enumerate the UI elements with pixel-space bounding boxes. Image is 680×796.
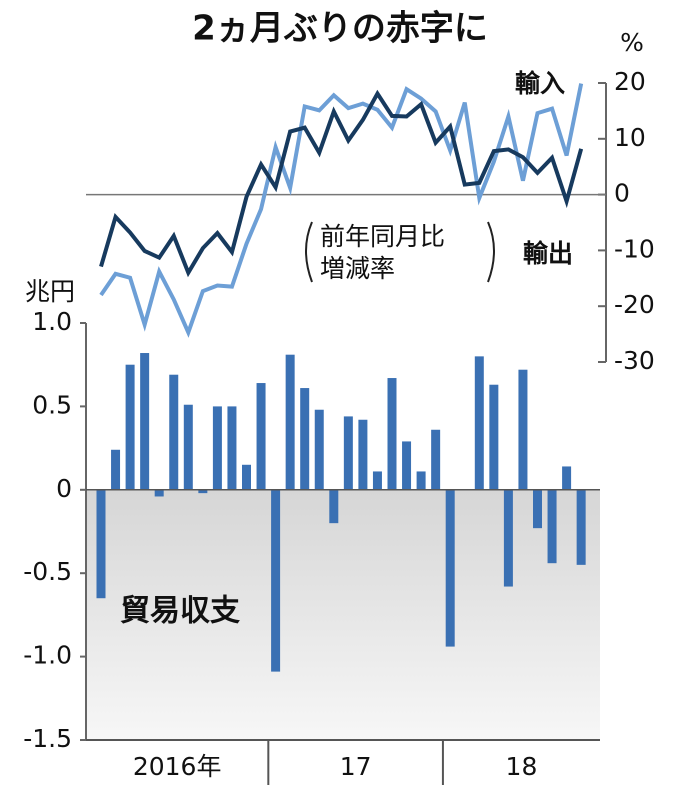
y-tick-label: 0: [56, 474, 72, 503]
paren-left: [305, 221, 313, 283]
bar: [242, 464, 251, 490]
y-tick-label: -1.5: [23, 724, 72, 753]
note: 増減率: [320, 254, 395, 283]
bar: [198, 489, 208, 494]
bar: [402, 441, 412, 490]
bar: [111, 449, 121, 490]
negative-area: [86, 490, 600, 740]
y-unit: 兆円: [25, 277, 75, 306]
bar: [387, 378, 397, 490]
bar: [503, 489, 513, 587]
y-tick-label: 1.0: [32, 307, 72, 336]
legend-label: 輸出: [523, 239, 573, 268]
x-group-label: 2016年: [133, 752, 222, 781]
bar: [489, 384, 499, 490]
bar: [96, 489, 106, 599]
y2-tick-label: -30: [614, 346, 655, 375]
legend-label: 輸入: [515, 69, 565, 98]
bar: [431, 429, 441, 490]
bar: [416, 471, 426, 490]
bar: [271, 489, 281, 672]
bar: [256, 383, 266, 490]
bar: [300, 388, 310, 490]
y-tick-label: -0.5: [23, 557, 72, 586]
note: 前年同月比: [320, 222, 445, 251]
bar: [533, 489, 542, 529]
bar: [285, 354, 295, 490]
bar: [227, 406, 237, 490]
bar: [474, 356, 484, 490]
x-group-label: 17: [340, 752, 372, 781]
bar: [372, 471, 382, 490]
bar: [576, 489, 586, 565]
bar: [445, 489, 455, 647]
bar: [562, 466, 572, 490]
bar: [343, 416, 353, 490]
bar: [212, 406, 222, 490]
bar-label: 貿易収支: [120, 594, 240, 629]
bar: [518, 369, 528, 490]
bar: [154, 489, 164, 497]
y2-unit: %: [620, 28, 644, 57]
bar: [547, 489, 557, 564]
y2-tick-label: 10: [614, 123, 646, 152]
y-tick-label: -1.0: [23, 641, 72, 670]
y-tick-label: 0.5: [32, 390, 72, 419]
y2-tick-label: 20: [614, 67, 646, 96]
chart-title: 2ヵ月ぶりの赤字に: [192, 9, 488, 49]
bar: [140, 353, 150, 490]
series-line: [99, 89, 584, 278]
bar: [169, 374, 179, 490]
y2-tick-label: 0: [614, 179, 630, 208]
bar: [314, 409, 324, 490]
series-line: [99, 83, 584, 338]
y2-tick-label: -20: [614, 290, 655, 319]
y2-tick-label: -10: [614, 234, 655, 263]
bar: [329, 489, 339, 524]
bar: [358, 419, 368, 490]
paren-right: [487, 221, 495, 283]
bar: [183, 404, 193, 490]
x-group-label: 18: [506, 752, 538, 781]
bar: [125, 364, 135, 490]
